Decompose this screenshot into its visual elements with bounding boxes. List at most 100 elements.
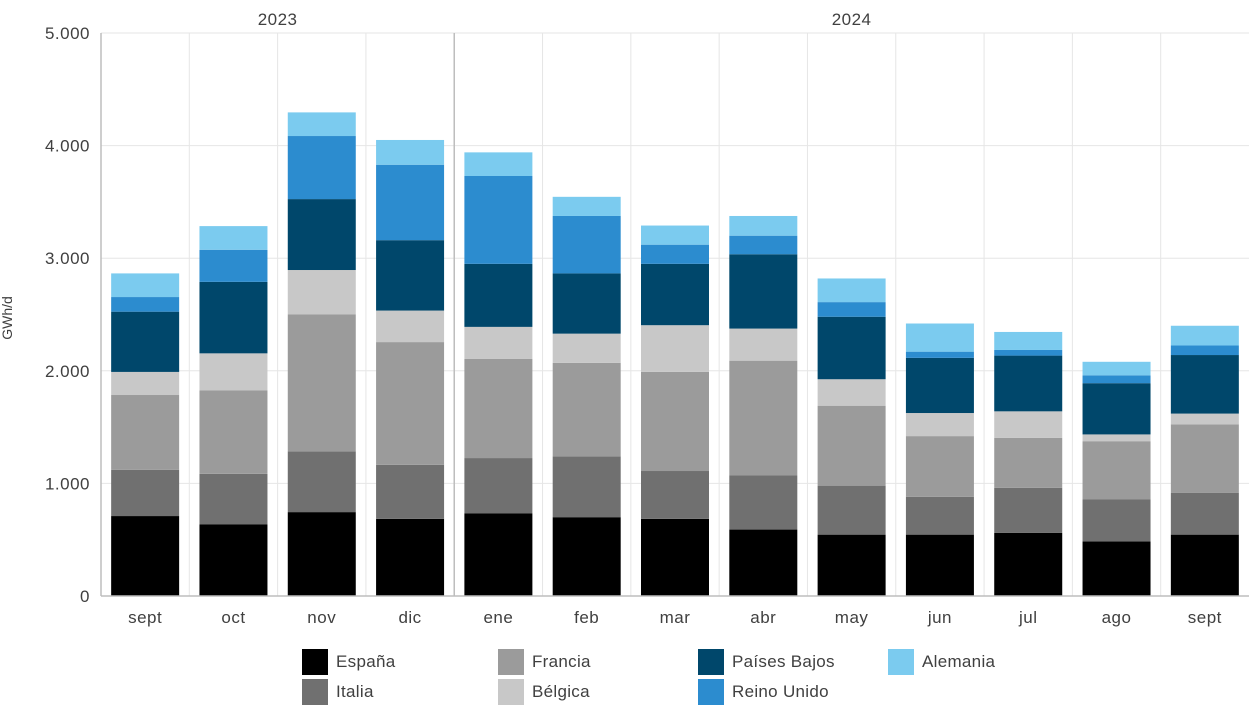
bar-segment-países-bajos [464,263,533,327]
y-axis-label: GWh/d [0,296,15,340]
x-tick-label: sept [1188,608,1222,627]
x-tick-label: jun [927,608,952,627]
bar-segment-países-bajos [1170,355,1239,414]
x-tick-label: ene [483,608,513,627]
bar-segment-bélgica [641,325,709,372]
bar-segment-reino-unido [817,302,886,317]
bar-segment-españa [1082,541,1151,596]
bar-segment-bélgica [464,326,533,359]
x-tick-label: mar [660,608,691,627]
x-tick-label: oct [221,608,245,627]
legend-label: Países Bajos [732,652,835,671]
y-tick-label: 4.000 [45,137,90,156]
bar-segment-italia [464,458,533,514]
legend-label: Reino Unido [732,682,829,701]
bar-segment-españa [994,532,1063,596]
bar-segment-bélgica [817,379,886,406]
bar-segment-países-bajos [729,254,798,329]
bar-segment-bélgica [1170,413,1239,425]
legend-label: Bélgica [532,682,590,701]
x-tick-label: jul [1018,608,1038,627]
y-tick-label: 1.000 [45,474,90,493]
x-tick-label: dic [398,608,421,627]
bar-segment-francia [111,395,180,470]
bar-segment-alemania [464,152,533,177]
bar-segment-francia [464,358,533,459]
legend-swatch [302,649,328,675]
bar-segment-francia [199,390,268,474]
x-tick-label: may [835,608,869,627]
legend-swatch [888,649,914,675]
bar-segment-francia [1082,441,1151,500]
bar-segment-reino-unido [376,164,445,241]
bar-segment-francia [905,436,974,497]
bar-segment-italia [729,475,798,530]
y-tick-label: 3.000 [45,249,90,268]
bar-segment-alemania [641,225,709,245]
bar-segment-reino-unido [994,349,1063,356]
bar-segment-bélgica [376,310,445,343]
legend-swatch [498,649,524,675]
bar-segment-españa [376,518,445,596]
x-tick-label: ago [1102,608,1132,627]
bar-segment-bélgica [729,328,798,361]
bar-segment-países-bajos [111,311,180,372]
legend-item: Italia [302,679,374,705]
bar-segment-italia [1082,499,1151,542]
bar-segment-alemania [729,215,798,236]
bar-segment-alemania [287,112,356,137]
bar-segment-españa [552,517,621,596]
legend-label: Italia [336,682,374,701]
legend-item: Bélgica [498,679,590,705]
bar-segment-reino-unido [905,351,974,358]
bar-segment-italia [1170,492,1239,535]
legend: España Italia Francia Bélgica Países Bajos Re… [302,649,1062,709]
bar-segment-reino-unido [1082,375,1151,384]
bar-segment-alemania [111,273,180,298]
y-tick-label: 0 [80,587,90,606]
bar-segment-países-bajos [287,199,356,271]
bar-segment-bélgica [905,413,974,437]
x-tick-label: nov [307,608,336,627]
bar-segment-países-bajos [199,281,268,354]
legend-swatch [302,679,328,705]
bar-segment-españa [464,513,533,596]
bar-segment-países-bajos [905,357,974,414]
bar-segment-italia [994,487,1063,533]
bar-segment-italia [199,473,268,525]
bar-segment-francia [552,362,621,457]
bar-segment-alemania [552,196,621,216]
bar-segment-italia [552,456,621,518]
bar-segment-francia [641,371,709,472]
bar-segment-reino-unido [1170,345,1239,356]
bar-segment-alemania [376,139,445,165]
bar-segment-bélgica [287,270,356,315]
bar-segment-francia [817,405,886,486]
bar-segment-alemania [1082,361,1151,376]
bar-segment-alemania [905,323,974,352]
bar-segment-españa [905,534,974,596]
bar-segment-francia [994,437,1063,488]
bar-segment-españa [729,529,798,596]
bar-segment-países-bajos [376,240,445,311]
axes: 0 1.000 2.000 3.000 4.000 5.000 2023 2024 sept oc… [45,10,1249,627]
bar-segment-alemania [994,331,1063,350]
legend-item: Países Bajos [698,649,835,675]
y-tick-label: 2.000 [45,362,90,381]
legend-swatch [698,679,724,705]
bar-segment-bélgica [994,411,1063,438]
bar-segment-bélgica [199,353,268,391]
bar-segment-reino-unido [464,176,533,264]
bar-segment-españa [199,524,268,596]
legend-label: España [336,652,396,671]
legend-item: Francia [498,649,591,675]
legend-label: Francia [532,652,591,671]
bar-segment-españa [817,534,886,596]
bars [111,112,1239,596]
bar-segment-países-bajos [552,273,621,334]
bar-segment-españa [1170,534,1239,596]
y-tick-label: 5.000 [45,24,90,43]
bar-segment-reino-unido [641,244,709,264]
bar-segment-países-bajos [1082,383,1151,435]
